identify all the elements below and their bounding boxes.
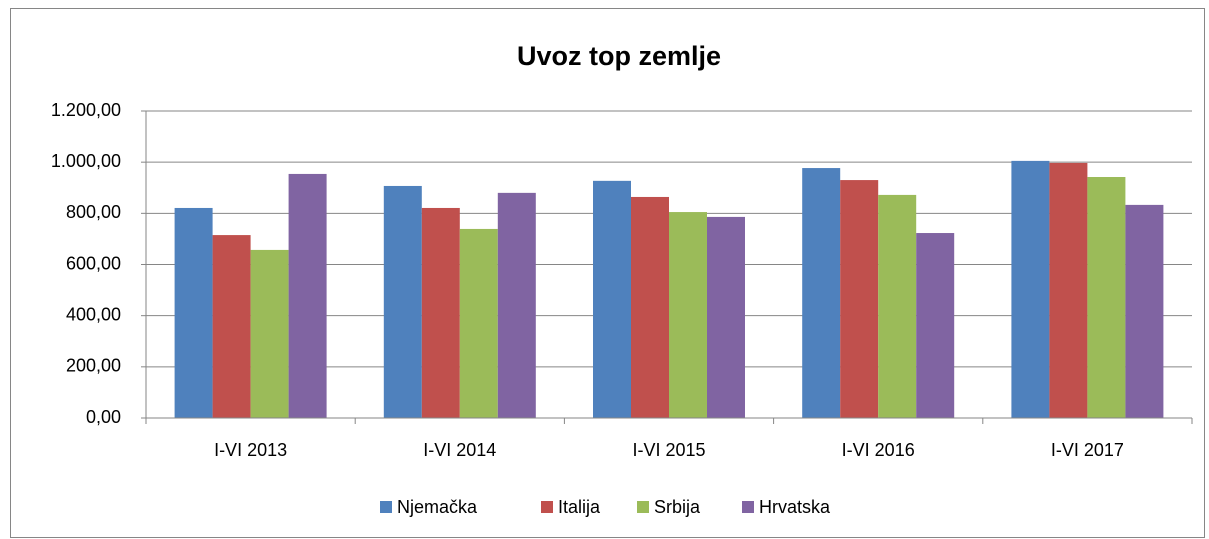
bar — [916, 233, 955, 418]
bar — [497, 192, 536, 418]
y-tick-label: 0,00 — [86, 407, 121, 427]
bar — [878, 194, 917, 418]
bar — [288, 173, 327, 418]
y-tick-label: 400,00 — [66, 304, 121, 324]
bar — [707, 216, 745, 418]
bar — [669, 212, 707, 418]
bar — [840, 180, 879, 418]
bar — [593, 180, 631, 418]
bar — [250, 249, 289, 418]
bar — [212, 235, 251, 418]
legend-label: Italija — [558, 497, 601, 517]
y-tick-label: 1.000,00 — [51, 151, 121, 171]
bar — [459, 228, 498, 418]
bar — [1087, 177, 1126, 418]
y-tick-label: 200,00 — [66, 356, 121, 376]
y-tick-label: 1.200,00 — [51, 100, 121, 120]
x-tick-label: I-VI 2017 — [1051, 440, 1124, 460]
y-tick-label: 600,00 — [66, 253, 121, 273]
bar — [383, 185, 422, 418]
bar — [631, 196, 669, 418]
legend-swatch — [742, 501, 754, 513]
legend-label: Hrvatska — [759, 497, 831, 517]
legend-swatch — [541, 501, 553, 513]
chart-title: Uvoz top zemlje — [517, 41, 721, 71]
x-tick-label: I-VI 2015 — [632, 440, 705, 460]
bar — [1011, 160, 1050, 418]
bar — [421, 207, 460, 418]
legend-swatch — [637, 501, 649, 513]
x-tick-label: I-VI 2014 — [423, 440, 496, 460]
legend-swatch — [380, 501, 392, 513]
bar — [174, 207, 213, 418]
legend-label: Njemačka — [397, 497, 478, 517]
bar — [1125, 204, 1164, 418]
x-tick-label: I-VI 2013 — [214, 440, 287, 460]
bar — [802, 168, 841, 418]
legend-label: Srbija — [654, 497, 701, 517]
bar — [1049, 162, 1088, 418]
x-tick-label: I-VI 2016 — [842, 440, 915, 460]
y-tick-label: 800,00 — [66, 202, 121, 222]
